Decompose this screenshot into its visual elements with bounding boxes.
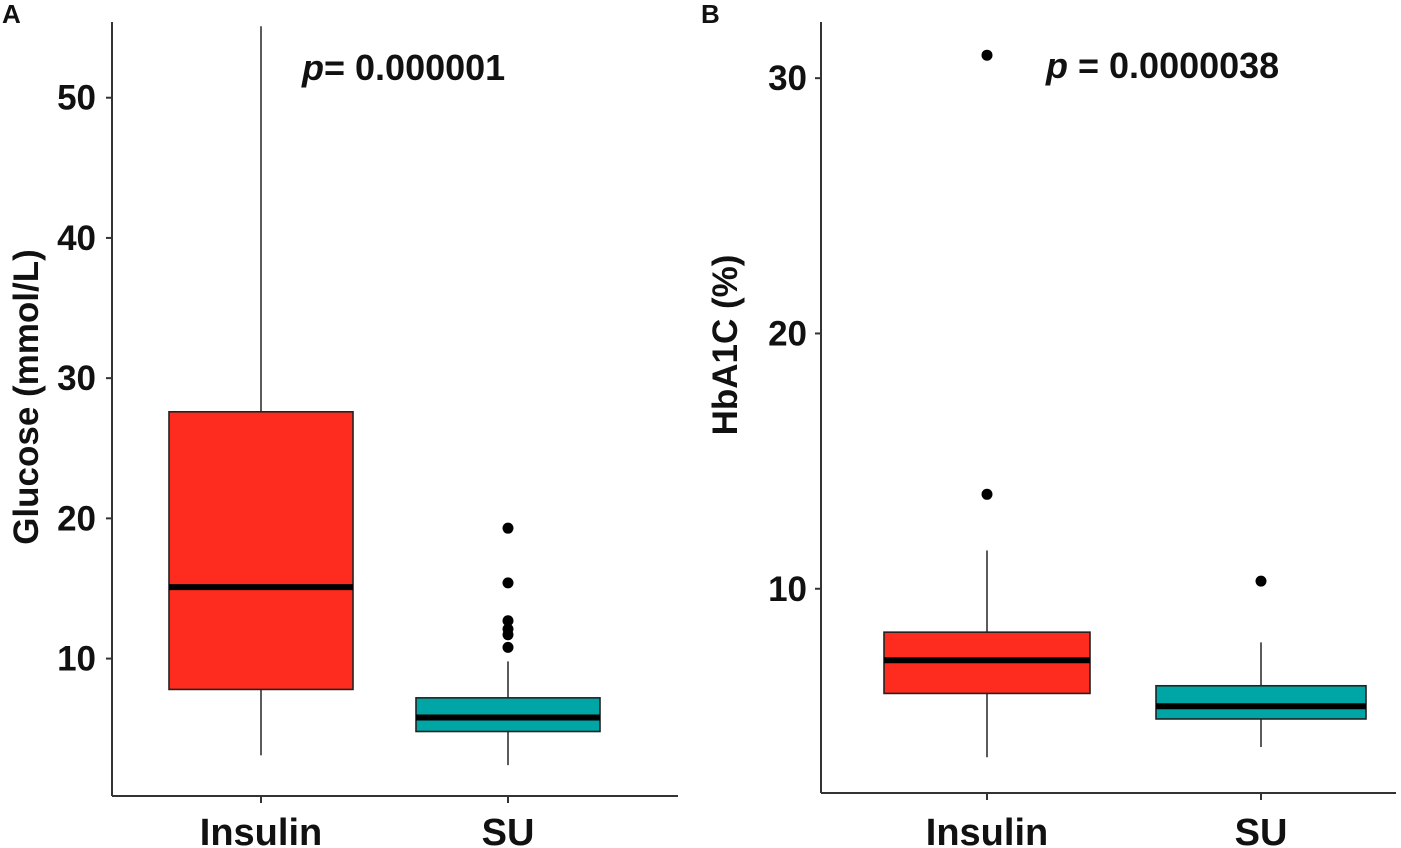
panel-b-box-insulin [883, 49, 1091, 758]
outlier-point [502, 641, 514, 653]
panel-b-p-number: = 0.0000038 [1068, 45, 1279, 86]
panel-b-p-symbol: p [1045, 45, 1068, 86]
panel-b-y-ticks: 10 20 30 [768, 59, 821, 609]
panel-b-y-tick-label: 10 [768, 570, 807, 609]
panel-a-boxes [168, 26, 601, 766]
panel-a-p-number: = 0.000001 [324, 47, 505, 88]
panel-b-p-value: p = 0.0000038 [1045, 45, 1279, 86]
panel-b-x-tick-label: Insulin [926, 812, 1048, 848]
panel-b-y-tick-label: 30 [768, 59, 807, 98]
outlier-point [502, 615, 514, 627]
outlier-point [502, 577, 514, 589]
outlier-point [502, 522, 514, 534]
outlier-point [502, 623, 514, 635]
panel-a-box-su [415, 522, 601, 766]
panel-b-boxes [883, 49, 1367, 758]
panel-a-x-tick-label: SU [482, 812, 535, 848]
panel-a-y-tick-label: 10 [57, 640, 96, 679]
panel-b-x-tick-label: SU [1235, 812, 1288, 848]
outlier-point [1255, 575, 1267, 587]
panel-b: B HbA1C (%) p = 0.0000038 10 20 30 Insulin… [701, 0, 1396, 848]
panel-a-y-tick-label: 30 [57, 359, 96, 398]
panel-a-x-tick-label: Insulin [200, 812, 322, 848]
panel-a-y-tick-label: 40 [57, 219, 96, 258]
panel-a-letter: A [2, 0, 21, 29]
panel-a: A Glucose (mmol/L) p= 0.000001 10 20 30 40 5… [2, 0, 678, 848]
panel-a-y-tick-label: 50 [57, 79, 96, 118]
panel-a-y-axis-title: Glucose (mmol/L) [7, 249, 46, 545]
iqr-box [1155, 684, 1367, 720]
panel-b-box-su [1155, 575, 1367, 748]
panel-b-y-tick-label: 20 [768, 314, 807, 353]
panel-a-box-insulin [168, 26, 354, 756]
panel-a-x-ticks: Insulin SU [200, 796, 535, 848]
outlier-point [981, 49, 993, 61]
panel-b-y-axis-title: HbA1C (%) [706, 255, 745, 436]
panel-a-p-symbol: p [301, 47, 324, 88]
outlier-point [981, 488, 993, 500]
iqr-box [168, 411, 354, 691]
panel-a-y-ticks: 10 20 30 40 50 [57, 79, 112, 679]
panel-b-x-ticks: Insulin SU [926, 793, 1288, 848]
panel-b-letter: B [701, 0, 720, 29]
panel-a-y-tick-label: 20 [57, 499, 96, 538]
panel-a-p-value: p= 0.000001 [301, 47, 505, 88]
